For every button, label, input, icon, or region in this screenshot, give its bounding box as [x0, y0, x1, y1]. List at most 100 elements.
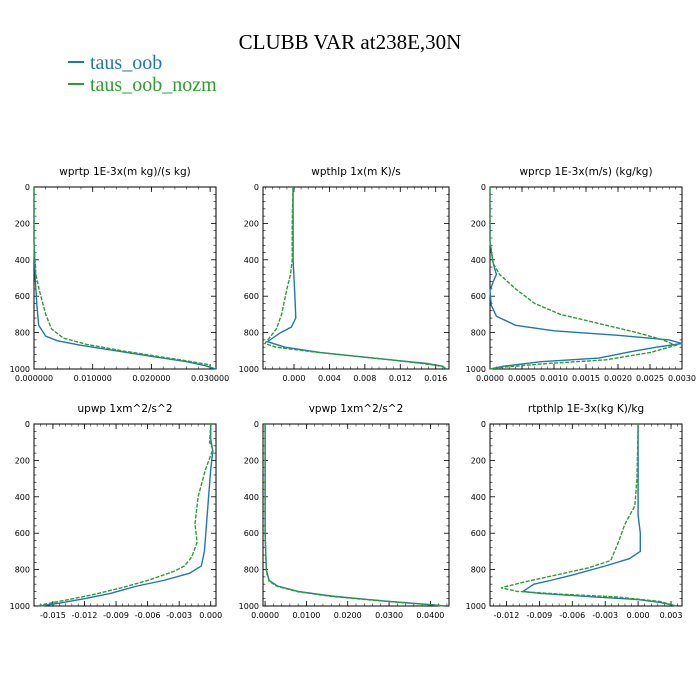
x-tick-label: 0.0300	[375, 611, 403, 620]
legend-line-icon	[68, 61, 84, 64]
y-tick-label: 400	[471, 256, 486, 265]
y-tick-label: 1000	[10, 602, 30, 611]
y-tick-label: 800	[15, 329, 30, 338]
series-line-taus-oob	[33, 187, 217, 370]
x-tick-label: 0.0400	[416, 611, 444, 620]
y-tick-label: 800	[471, 329, 486, 338]
x-tick-label: -0.012	[494, 611, 520, 620]
plot-frame	[489, 423, 683, 607]
chart-panel-2: wpthlp 1x(m K)/s 0 200 400 600 800 1000 0.000 0.…	[239, 166, 450, 383]
x-tick-label: 0.016	[424, 374, 447, 383]
x-tick-label: -0.009	[526, 611, 552, 620]
x-tick-label: -0.015	[40, 611, 66, 620]
panel-title: wprtp 1E-3x(m kg)/(s kg)	[59, 166, 190, 178]
y-tick-label: 800	[471, 566, 486, 575]
y-tick-label: 1000	[466, 365, 486, 374]
y-tick-label: 600	[244, 292, 259, 301]
legend-label: taus_oob_nozm	[90, 74, 217, 96]
panel-title: upwp 1xm^2/s^2	[78, 403, 173, 415]
y-tick-label: 0	[481, 183, 486, 192]
series-line-taus-oob	[265, 187, 447, 370]
plot-frame	[33, 423, 217, 607]
series-line-taus-oob-nozm	[264, 424, 445, 607]
x-tick-label: 0.0030	[668, 374, 696, 383]
legend-label: taus_oob	[90, 52, 163, 74]
y-tick-label: 200	[244, 219, 259, 228]
y-tick-label: 0	[481, 420, 486, 429]
y-tick-label: 0	[25, 420, 30, 429]
plot-frame	[33, 186, 217, 370]
legend-line-icon	[68, 83, 84, 86]
y-tick-label: 1000	[10, 365, 30, 374]
y-tick-label: 600	[471, 292, 486, 301]
panel-title: wprcp 1E-3x(m/s) (kg/kg)	[519, 166, 652, 178]
series-line-taus-oob-nozm	[489, 187, 678, 370]
series-line-taus-oob-nozm	[263, 186, 447, 370]
y-tick-label: 400	[471, 493, 486, 502]
y-tick-label: 1000	[466, 602, 486, 611]
x-tick-label: -0.009	[103, 611, 129, 620]
chart-panel-1: wprtp 1E-3x(m kg)/(s kg) 0 200 400 600 800 100…	[10, 166, 230, 383]
legend-item-taus-oob: taus_oob	[68, 52, 162, 75]
y-tick-label: 200	[15, 456, 30, 465]
x-tick-label: 0.003	[660, 611, 683, 620]
x-tick-label: 0.004	[318, 374, 341, 383]
series-line-taus-oob-nozm	[37, 423, 214, 607]
plot-frame	[262, 423, 450, 607]
series-line-taus-oob	[264, 424, 445, 607]
panel-title: rtpthlp 1E-3x(kg K)/kg	[528, 403, 644, 415]
x-tick-label: 0.000000	[15, 374, 53, 383]
y-tick-label: 600	[15, 292, 30, 301]
chart-panel-4: upwp 1xm^2/s^2 0 200 400 600 800 1000 -0.015 -0.…	[10, 403, 223, 620]
chart-panel-3: wprcp 1E-3x(m/s) (kg/kg) 0 200 400 600 800 100…	[466, 166, 696, 383]
y-tick-label: 800	[244, 329, 259, 338]
y-tick-label: 400	[244, 493, 259, 502]
x-tick-label: -0.003	[592, 611, 618, 620]
x-tick-label: 0.010000	[74, 374, 112, 383]
y-tick-label: 400	[244, 256, 259, 265]
y-tick-label: 200	[471, 456, 486, 465]
x-tick-label: 0.0000	[251, 611, 279, 620]
y-tick-label: 0	[25, 183, 30, 192]
x-tick-label: 0.0020	[604, 374, 632, 383]
x-tick-label: 0.030000	[191, 374, 229, 383]
x-tick-label: -0.006	[559, 611, 585, 620]
panel-title: vpwp 1xm^2/s^2	[309, 403, 404, 415]
x-tick-label: 0.0000	[476, 374, 504, 383]
y-tick-label: 400	[15, 493, 30, 502]
y-tick-label: 200	[15, 219, 30, 228]
panel-title: wpthlp 1x(m K)/s	[311, 166, 401, 178]
x-tick-label: 0.0010	[540, 374, 568, 383]
series-line-taus-oob	[489, 187, 683, 370]
figure-title: CLUBB VAR at238E,30N	[238, 30, 462, 54]
y-tick-label: 400	[15, 256, 30, 265]
legend-item-taus-oob-nozm: taus_oob_nozm	[68, 74, 217, 97]
x-tick-label: 0.0005	[508, 374, 536, 383]
x-tick-label: 0.012	[389, 374, 412, 383]
x-tick-label: 0.0015	[572, 374, 600, 383]
x-tick-label: -0.003	[166, 611, 192, 620]
chart-panel-5: vpwp 1xm^2/s^2 0 200 400 600 800 10000.0000 0.0…	[239, 403, 450, 620]
y-tick-label: 0	[254, 183, 259, 192]
y-tick-label: 1000	[239, 602, 259, 611]
x-tick-label: 0.000	[283, 374, 306, 383]
x-tick-label: 0.0025	[636, 374, 664, 383]
series-line-taus-oob	[520, 424, 677, 607]
series-line-taus-oob	[40, 424, 214, 607]
y-tick-label: 1000	[239, 365, 259, 374]
x-tick-label: 0.000	[627, 611, 650, 620]
y-tick-label: 200	[244, 456, 259, 465]
plot-frame	[489, 186, 683, 370]
y-tick-label: 0	[254, 420, 259, 429]
y-tick-label: 600	[244, 529, 259, 538]
x-tick-label: -0.006	[135, 611, 161, 620]
x-tick-label: 0.000	[199, 611, 222, 620]
y-tick-label: 600	[15, 529, 30, 538]
y-tick-label: 800	[244, 566, 259, 575]
y-tick-label: 200	[471, 219, 486, 228]
chart-panel-6: rtpthlp 1E-3x(kg K)/kg02004006008001000-…	[466, 403, 683, 620]
x-tick-label: 0.008	[353, 374, 376, 383]
series-line-taus-oob-nozm	[500, 423, 677, 607]
x-tick-label: 0.0200	[334, 611, 362, 620]
